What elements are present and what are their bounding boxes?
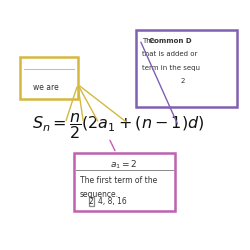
Text: $\mathit{a_1} = 2$: $\mathit{a_1} = 2$ <box>110 159 138 172</box>
Text: we are: we are <box>33 83 59 92</box>
FancyBboxPatch shape <box>20 57 78 99</box>
Text: The first term of the: The first term of the <box>80 176 157 185</box>
Text: The: The <box>142 38 157 44</box>
Text: 2: 2 <box>89 198 94 206</box>
Text: Common D: Common D <box>150 38 192 44</box>
FancyBboxPatch shape <box>89 198 94 206</box>
FancyBboxPatch shape <box>74 153 174 211</box>
Text: 4, 8, 16: 4, 8, 16 <box>98 198 127 206</box>
Text: 2: 2 <box>180 78 185 84</box>
Text: term in the sequ: term in the sequ <box>142 65 200 71</box>
Text: sequence.: sequence. <box>80 190 119 199</box>
Text: that is added or: that is added or <box>142 51 197 57</box>
Text: $S_n = \dfrac{n}{2}(2a_1 + (n-1)d)$: $S_n = \dfrac{n}{2}(2a_1 + (n-1)d)$ <box>32 111 205 141</box>
FancyBboxPatch shape <box>136 30 236 107</box>
